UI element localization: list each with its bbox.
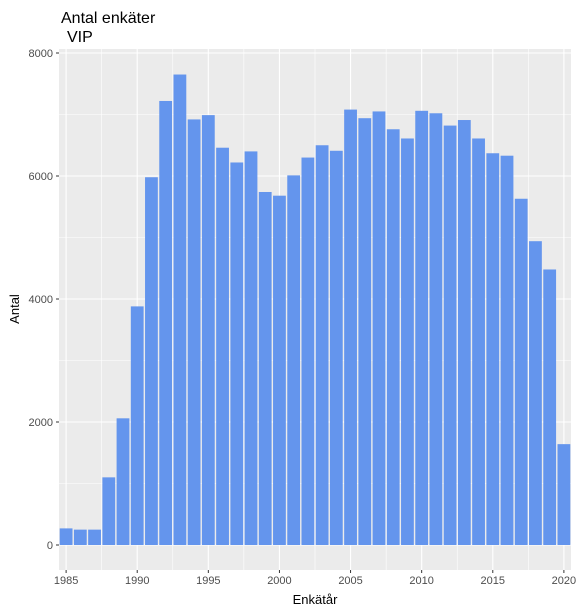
chart-subtitle: VIP (67, 29, 93, 46)
bar-1989 (116, 418, 130, 545)
bar-2016 (500, 155, 514, 545)
chart-title: Antal enkäter (61, 10, 156, 27)
bar-2013 (457, 120, 471, 545)
bar-2019 (543, 269, 557, 545)
bar-1996 (216, 147, 229, 545)
bar-2000 (273, 195, 286, 545)
y-axis-title: Antal (7, 294, 22, 324)
x-axis-title: Enkätår (293, 592, 338, 607)
bar-1986 (73, 529, 87, 546)
bar-2009 (401, 138, 414, 546)
bar-1997 (230, 162, 244, 545)
bar-2008 (386, 129, 400, 545)
x-tick-label: 2015 (481, 575, 505, 587)
y-tick-label: 6000 (29, 171, 53, 183)
x-tick-label: 1985 (54, 575, 78, 587)
x-tick-label: 2000 (267, 575, 291, 587)
bar-1998 (244, 151, 258, 545)
y-tick-label: 0 (47, 540, 53, 552)
bar-2004 (329, 150, 343, 545)
bar-2006 (358, 118, 372, 545)
bar-1991 (145, 177, 158, 546)
bar-1990 (130, 306, 144, 545)
y-tick-label: 2000 (29, 417, 53, 429)
x-axis: 1985 1990 1995 2000 2005 2010 2015 2020 (54, 570, 576, 587)
bar-1987 (88, 529, 101, 546)
bar-2010 (415, 110, 429, 545)
bar-1995 (201, 115, 215, 546)
bar-2015 (486, 153, 500, 545)
y-tick-label: 4000 (29, 294, 53, 306)
y-axis: 0 2000 4000 6000 8000 (29, 48, 59, 552)
bar-1988 (102, 477, 116, 545)
bar-2020 (557, 444, 571, 545)
bar-2003 (315, 145, 329, 545)
bar-2014 (472, 138, 485, 546)
bar-2007 (372, 111, 386, 546)
x-tick-label: 1990 (125, 575, 149, 587)
bar-2012 (443, 125, 457, 545)
bar-1994 (187, 119, 201, 546)
bar-series (59, 74, 571, 546)
bar-1993 (173, 74, 187, 546)
y-tick-label: 8000 (29, 48, 53, 60)
bar-2011 (429, 113, 443, 546)
bar-2005 (344, 109, 357, 545)
x-tick-label: 2005 (338, 575, 362, 587)
x-tick-label: 2020 (552, 575, 576, 587)
x-tick-label: 1995 (196, 575, 220, 587)
bar-2002 (301, 157, 315, 546)
x-tick-label: 2010 (409, 575, 433, 587)
bar-1992 (159, 100, 173, 545)
bar-2001 (287, 175, 301, 545)
bar-2017 (514, 198, 528, 545)
bar-2018 (529, 241, 542, 545)
bar-1999 (258, 191, 272, 546)
bar-1985 (59, 528, 73, 545)
